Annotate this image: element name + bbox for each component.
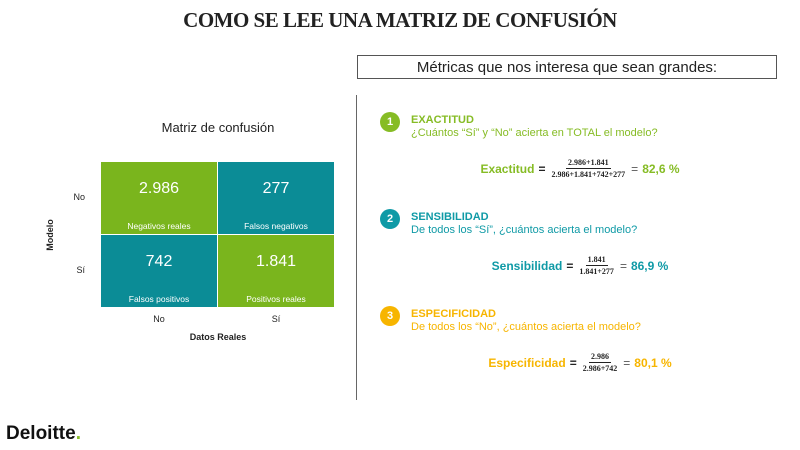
- formula-label: Sensibilidad: [491, 258, 563, 273]
- fraction: 2.986 2.986+742: [581, 352, 620, 373]
- metric-number: 2: [380, 209, 400, 229]
- title: COMO SE LEE UNA MATRIZ DE CONFUSIÓN: [183, 8, 617, 32]
- row-label: No: [73, 192, 85, 202]
- equals: =: [569, 355, 577, 370]
- brand-dot: .: [75, 423, 81, 444]
- cell-value: 1.841: [255, 253, 297, 270]
- col-label: Sí: [271, 314, 281, 324]
- matrix-cell: 277 Falsos negativos: [218, 162, 334, 234]
- matrix-cell: 742 Falsos positivos: [101, 235, 217, 307]
- formula: Especificidad = 2.986 2.986+742 = 80,1 %: [380, 352, 780, 373]
- cell-label: Falsos positivos: [128, 294, 190, 304]
- formula-result: 80,1 %: [634, 355, 672, 370]
- brand-name: Deloitte: [6, 423, 76, 444]
- formula-result: 86,9 %: [630, 258, 669, 273]
- cell-value: 2.986: [138, 180, 180, 197]
- metric-name: ESPECIFICIDAD: [411, 308, 496, 320]
- formula-label: Exactitud: [480, 161, 535, 176]
- metric-question: De todos los “No”, ¿cuántos acierta el m…: [411, 321, 641, 333]
- cell-value: 742: [145, 253, 173, 270]
- formula-result: 82,6 %: [642, 161, 680, 176]
- y-label: Modelo: [45, 219, 55, 251]
- metric-name: SENSIBILIDAD: [411, 211, 489, 223]
- divider: [356, 95, 357, 400]
- metric-name: EXACTITUD: [411, 114, 474, 126]
- numerator: 2.986: [589, 352, 611, 363]
- metric-question: De todos los “Sí”, ¿cuántos acierta el m…: [411, 224, 638, 236]
- col-label: No: [153, 314, 165, 324]
- fraction: 2.986+1.841 2.986+1.841+742+277: [549, 158, 627, 179]
- fraction: 1.841 1.841+277: [577, 255, 616, 276]
- numerator: 1.841: [585, 255, 608, 266]
- formula: Sensibilidad = 1.841 1.841+277 = 86,9 %: [380, 255, 780, 276]
- equals: =: [631, 161, 639, 176]
- cell-label: Positivos reales: [246, 294, 306, 304]
- metrics-header: Métricas que nos interesa que sean grand…: [357, 55, 777, 79]
- row-label: Sí: [76, 265, 85, 275]
- cell-value: 277: [262, 180, 290, 197]
- numerator: 2.986+1.841: [566, 158, 611, 169]
- x-label: Datos Reales: [189, 332, 247, 342]
- cell-label: Falsos negativos: [244, 221, 308, 231]
- cell-label: Negativos reales: [127, 221, 191, 231]
- equals: =: [623, 355, 631, 370]
- denominator: 2.986+742: [582, 364, 618, 373]
- matrix-cell: 2.986 Negativos reales: [101, 162, 217, 234]
- brand: Deloitte.: [6, 423, 81, 445]
- formula: Exactitud = 2.986+1.841 2.986+1.841+742+277…: [380, 158, 780, 179]
- matrix-cell: 1.841 Positivos reales: [218, 235, 334, 307]
- denominator: 1.841+277: [579, 267, 614, 276]
- metric-number: 3: [380, 306, 400, 326]
- formula-label: Especificidad: [488, 355, 566, 370]
- metric-number: 1: [380, 112, 400, 132]
- denominator: 2.986+1.841+742+277: [551, 170, 626, 179]
- metric-question: ¿Cuántos “Sí” y “No” acierta en TOTAL el…: [411, 127, 658, 139]
- equals: =: [619, 258, 627, 273]
- equals: =: [538, 161, 546, 176]
- matrix-title: Matriz de confusión: [161, 120, 275, 135]
- equals: =: [566, 258, 574, 273]
